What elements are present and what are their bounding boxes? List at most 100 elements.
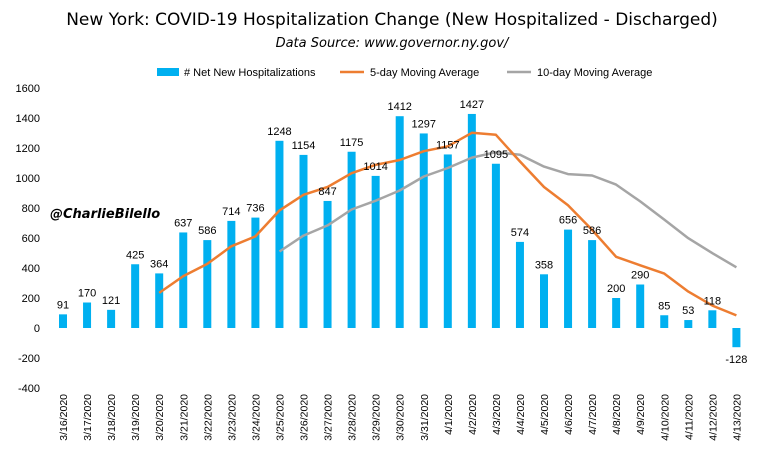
x-tick-label: 4/10/2020 <box>659 394 671 441</box>
y-tick-label: -400 <box>18 383 40 395</box>
y-tick-label: 1200 <box>16 143 40 155</box>
bar <box>588 240 597 328</box>
data-label: 1175 <box>340 137 364 149</box>
bar <box>83 302 92 328</box>
y-tick-label: 600 <box>22 233 40 245</box>
legend-label-bars: # Net New Hospitalizations <box>184 67 316 79</box>
x-tick-label: 3/27/2020 <box>323 394 335 441</box>
line-series <box>158 131 738 317</box>
y-tick-label: -200 <box>18 353 40 365</box>
data-label: 586 <box>198 225 216 237</box>
data-label: 200 <box>607 283 625 295</box>
data-label: 574 <box>511 227 529 239</box>
bar <box>636 284 645 328</box>
bar <box>395 116 404 328</box>
bar <box>59 314 67 328</box>
bar <box>419 133 428 328</box>
bar <box>131 264 140 328</box>
x-tick-label: 3/17/2020 <box>82 394 94 441</box>
legend-label-ma10: 10-day Moving Average <box>537 67 652 79</box>
bar <box>443 154 452 328</box>
x-tick-label: 4/9/2020 <box>635 394 647 435</box>
bar-series <box>59 113 741 348</box>
bar <box>155 273 164 328</box>
data-label: 1297 <box>412 118 436 130</box>
series-line <box>158 131 737 317</box>
data-label: 1157 <box>436 139 460 151</box>
bar <box>347 151 356 328</box>
y-tick-label: 400 <box>22 263 40 275</box>
data-label: 1412 <box>387 101 411 113</box>
x-tick-label: 4/5/2020 <box>539 394 551 435</box>
data-label: 1154 <box>292 140 316 152</box>
x-tick-label: 4/6/2020 <box>563 394 575 435</box>
x-axis: 3/16/2020 3/17/2020 3/18/2020 3/19/2020 3/20… <box>58 394 743 441</box>
data-label: 53 <box>682 305 694 317</box>
x-tick-label: 3/28/2020 <box>347 394 359 441</box>
data-label: 91 <box>57 299 69 311</box>
x-tick-label: 3/30/2020 <box>395 394 407 441</box>
data-label: 637 <box>174 217 192 229</box>
x-tick-label: 3/26/2020 <box>299 394 311 441</box>
data-label: 1014 <box>363 161 387 173</box>
data-label: 425 <box>126 249 144 261</box>
x-tick-label: 3/23/2020 <box>226 394 238 441</box>
x-tick-label: 4/11/2020 <box>683 394 695 440</box>
x-tick-label: 4/3/2020 <box>491 394 503 435</box>
bar <box>564 229 573 328</box>
x-tick-label: 4/4/2020 <box>515 394 527 435</box>
bar <box>708 310 717 328</box>
data-label: 586 <box>583 225 601 237</box>
x-tick-label: 4/13/2020 <box>731 394 743 441</box>
x-tick-label: 3/16/2020 <box>58 394 70 441</box>
x-tick-label: 3/18/2020 <box>106 394 118 441</box>
bar <box>732 328 741 348</box>
x-tick-label: 3/31/2020 <box>419 394 431 441</box>
bar <box>251 217 260 328</box>
bar <box>179 232 188 328</box>
data-label: 1248 <box>267 126 291 138</box>
y-tick-label: 1000 <box>16 173 40 185</box>
data-label: 656 <box>559 215 577 227</box>
watermark-handle: @CharlieBilello <box>50 207 160 222</box>
data-label: 1427 <box>460 99 484 111</box>
bar <box>612 298 621 328</box>
data-label: -128 <box>725 354 747 366</box>
legend: # Net New Hospitalizations 5-day Moving … <box>157 67 652 79</box>
x-tick-label: 3/24/2020 <box>250 394 262 441</box>
x-tick-label: 4/8/2020 <box>611 394 623 435</box>
y-tick-label: 200 <box>22 293 40 305</box>
y-tick-label: 1600 <box>16 83 40 95</box>
bar <box>323 200 332 328</box>
data-label: 364 <box>150 258 168 270</box>
legend-swatch-bars <box>157 68 179 76</box>
y-axis: -400 -200 0 200 400 600 800 1000 1200 1400 1600 <box>16 83 40 395</box>
chart-subtitle: Data Source: www.governor.ny.gov/ <box>276 36 510 51</box>
data-label: 118 <box>704 295 722 307</box>
series-line <box>278 150 738 269</box>
data-label: 736 <box>246 203 264 215</box>
legend-label-ma5: 5-day Moving Average <box>370 67 479 79</box>
x-tick-label: 3/29/2020 <box>371 394 383 441</box>
x-tick-label: 4/7/2020 <box>587 394 599 435</box>
bar <box>227 220 236 328</box>
x-tick-label: 4/12/2020 <box>707 394 719 441</box>
x-tick-label: 4/1/2020 <box>443 394 455 435</box>
bar <box>467 113 476 328</box>
bar <box>540 274 548 328</box>
bar <box>515 241 524 328</box>
bar <box>660 315 669 328</box>
x-tick-label: 3/19/2020 <box>130 394 142 441</box>
x-tick-label: 3/25/2020 <box>274 394 286 441</box>
data-label: 714 <box>222 206 240 218</box>
y-tick-label: 800 <box>22 203 40 215</box>
x-tick-label: 4/2/2020 <box>467 394 479 435</box>
data-label: 170 <box>78 288 96 300</box>
x-tick-label: 3/21/2020 <box>178 394 190 441</box>
y-tick-label: 1400 <box>16 113 40 125</box>
x-tick-label: 3/20/2020 <box>154 394 166 441</box>
bar <box>203 240 212 328</box>
bar <box>275 140 284 328</box>
x-tick-label: 3/22/2020 <box>202 394 214 441</box>
